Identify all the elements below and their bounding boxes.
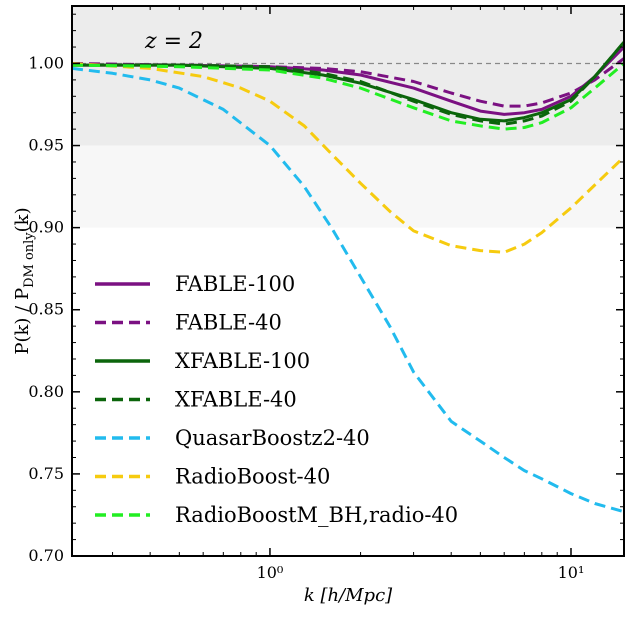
y-tick-label: 0.75 — [28, 464, 64, 483]
series-lines — [72, 41, 624, 514]
shaded-band-1 — [72, 145, 624, 228]
x-axis-label: k [h/Mpc] — [304, 585, 393, 606]
y-tick-label: 0.80 — [28, 382, 64, 401]
redshift-annotation: z = 2 — [144, 29, 203, 54]
legend-label: XFABLE-100 — [175, 349, 310, 373]
shaded-bands — [72, 6, 624, 228]
shaded-band-0 — [72, 6, 624, 146]
legend-label: FABLE-40 — [175, 311, 282, 335]
series-line-radioboost-40 — [72, 62, 624, 254]
y-axis-label: P(k) / PDM only(k) — [12, 207, 37, 354]
series-line-xfable-100 — [72, 41, 624, 123]
plot-frame — [71, 5, 625, 557]
y-tick-label: 0.85 — [28, 300, 64, 319]
legend-label: RadioBoost-40 — [175, 465, 330, 489]
series-line-radioboostm-bh-radio-40 — [72, 62, 624, 131]
legend: FABLE-100 FABLE-40 XFABLE-100 XFABLE-40 Quas… — [95, 272, 458, 527]
legend-label: RadioBoostM_BH,radio-40 — [175, 503, 458, 527]
y-tick-label: 0.70 — [28, 546, 64, 565]
legend-label: QuasarBoostz2-40 — [175, 426, 370, 450]
x-tick-label: 10¹ — [558, 563, 585, 582]
legend-label: XFABLE-40 — [175, 388, 297, 412]
x-tick-label: 10⁰ — [257, 563, 284, 582]
y-tick-label: 1.00 — [28, 53, 64, 72]
y-tick-label: 0.90 — [28, 218, 64, 237]
y-tick-label: 0.95 — [28, 136, 64, 155]
legend-label: FABLE-100 — [175, 272, 295, 296]
series-line-quasarboostz2-40 — [72, 66, 624, 514]
series-line-xfable-40 — [72, 41, 624, 126]
